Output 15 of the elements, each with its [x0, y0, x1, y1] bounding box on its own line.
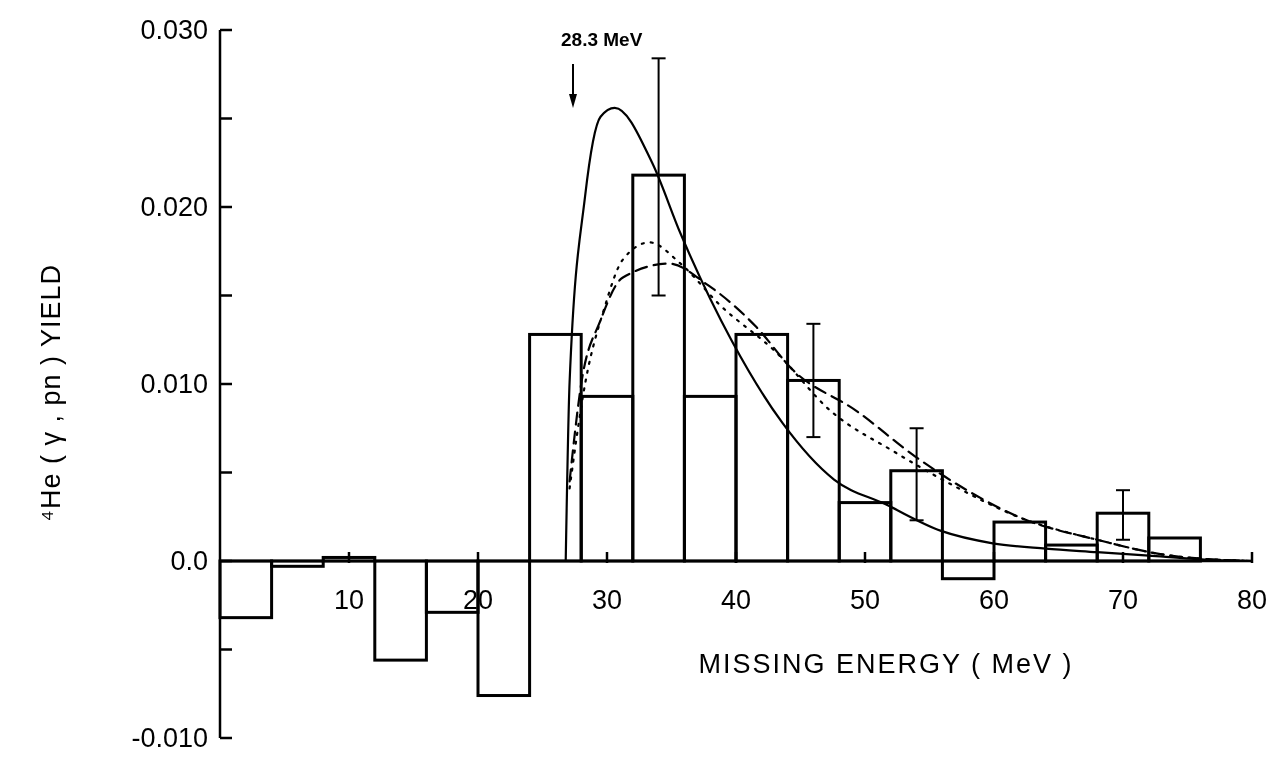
x-tick-label: 80: [1236, 585, 1268, 615]
x-tick-label: 50: [849, 585, 881, 615]
y-tick-label: 0.010: [140, 369, 208, 400]
x-tick-label: 40: [720, 585, 752, 615]
y-tick-label: 0.020: [140, 192, 208, 223]
y-tick-label: 0.0: [170, 546, 208, 577]
y-tick-label: 0.030: [140, 15, 208, 46]
x-tick-label: 30: [591, 585, 623, 615]
annotation: 28.3 MeV: [561, 29, 643, 50]
x-tick-label: 60: [978, 585, 1010, 615]
y-axis-title: ⁴He ( γ , pn ) YIELD: [36, 264, 66, 522]
y-tick-label: -0.010: [131, 723, 208, 754]
x-axis-title: MISSING ENERGY ( MeV ): [698, 649, 1074, 679]
x-tick-label: 10: [333, 585, 365, 615]
x-tick-label: 70: [1107, 585, 1139, 615]
